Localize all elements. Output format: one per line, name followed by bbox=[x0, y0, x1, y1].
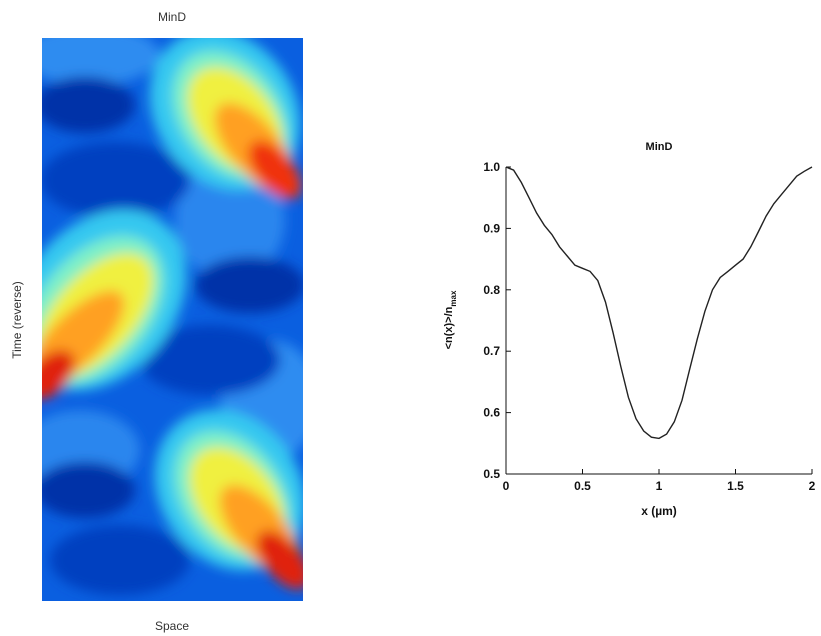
y-tick-label: 0.6 bbox=[483, 406, 500, 420]
heatmap-band bbox=[42, 350, 75, 400]
heatmap-minimum bbox=[42, 462, 135, 518]
line-chart-ylabel-main: <n(x)>/n bbox=[443, 306, 455, 349]
heatmap-title: MinD bbox=[158, 10, 186, 24]
heatmap-minimum bbox=[140, 325, 280, 395]
line-chart-xlabel: x (µm) bbox=[641, 504, 677, 518]
heatmap-band bbox=[256, 530, 303, 590]
heatmap-zone bbox=[42, 38, 160, 85]
y-tick-label: 1.0 bbox=[483, 160, 500, 174]
y-tick-label: 0.9 bbox=[483, 221, 500, 235]
x-tick-label: 0 bbox=[503, 479, 510, 493]
line-chart-axes bbox=[505, 167, 812, 475]
line-chart-ylabel: <n(x)>/nmax bbox=[443, 290, 458, 349]
heatmap-minimum bbox=[42, 142, 190, 218]
line-chart-ticks: 0 0.5 1 1.5 20.50.60.70.80.91.0 bbox=[483, 160, 815, 493]
heatmap-minimum bbox=[195, 257, 303, 313]
heatmap-zone bbox=[175, 160, 285, 280]
heatmap-ylabel: Time (reverse) bbox=[10, 281, 24, 359]
heatmap-band bbox=[248, 140, 302, 200]
line-chart-panel: MinD 0 0.5 1 1.5 20.50.60.70.80.91.0 x (µm) … bbox=[443, 141, 816, 518]
line-chart-title: MinD bbox=[646, 141, 673, 153]
heatmap-minimum bbox=[42, 77, 135, 133]
y-tick-label: 0.8 bbox=[483, 283, 500, 297]
x-tick-label: 2 bbox=[809, 479, 816, 493]
y-tick-label: 0.7 bbox=[483, 344, 500, 358]
y-tick-label: 0.5 bbox=[483, 467, 500, 481]
heatmap-minimum bbox=[50, 525, 190, 595]
heatmap-xlabel: Space bbox=[155, 619, 189, 633]
heatmap-image bbox=[42, 38, 303, 601]
series-line bbox=[505, 166, 813, 440]
x-tick-label: 1 bbox=[656, 479, 663, 493]
heatmap-panel: MinD bbox=[10, 10, 303, 633]
x-tick-label: 1.5 bbox=[727, 479, 744, 493]
x-tick-label: 0.5 bbox=[574, 479, 591, 493]
line-chart-ylabel-subscript: max bbox=[449, 290, 458, 307]
